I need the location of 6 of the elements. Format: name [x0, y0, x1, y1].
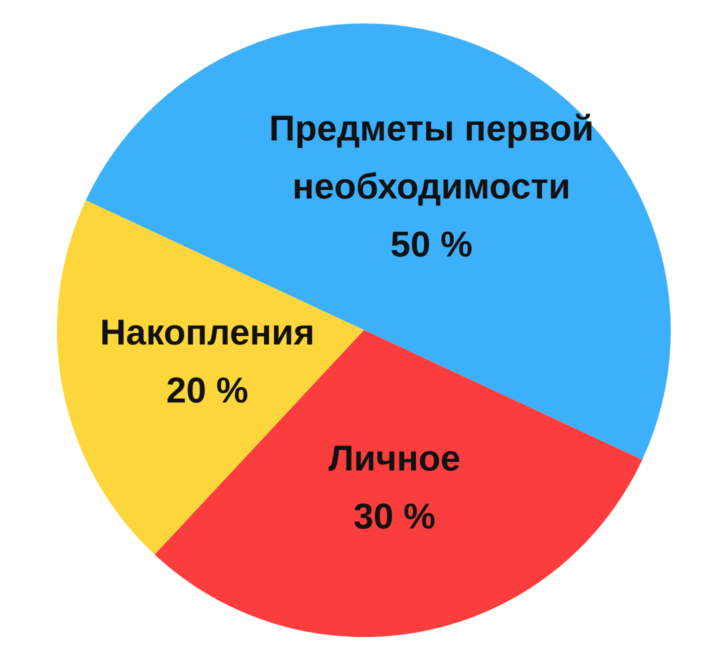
data-label: 50 % [390, 222, 472, 264]
slice-label: Личное [328, 437, 460, 478]
data-label: 30 % [353, 495, 436, 536]
slice-label: Предметы первой необходимости [269, 106, 594, 206]
slice-label: Накопления [100, 310, 315, 352]
data-label: 20 % [166, 368, 248, 410]
